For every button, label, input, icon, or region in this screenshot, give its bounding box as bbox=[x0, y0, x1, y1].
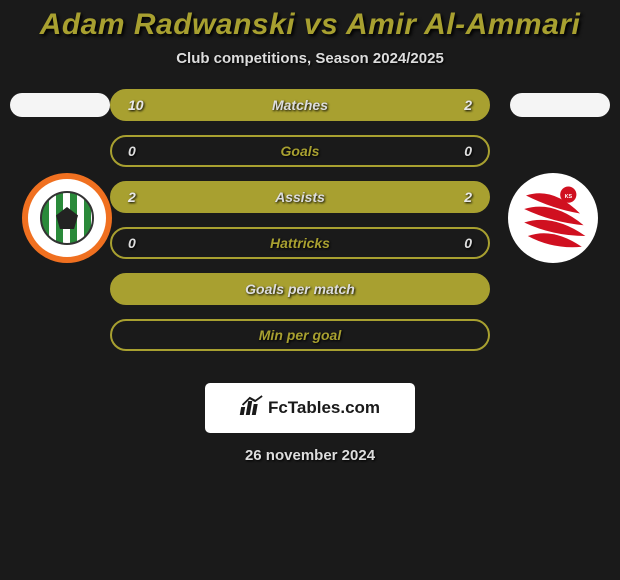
stat-label: Matches bbox=[272, 97, 328, 113]
chart-icon bbox=[238, 395, 265, 421]
stat-label: Min per goal bbox=[259, 327, 341, 343]
player-right-pill bbox=[510, 93, 610, 117]
stat-right-value: 2 bbox=[442, 97, 472, 113]
page-title: Adam Radwanski vs Amir Al-Ammari bbox=[0, 8, 620, 42]
svg-text:KS: KS bbox=[565, 194, 573, 200]
stat-left-value: 2 bbox=[128, 189, 158, 205]
stat-row-matches: 10 Matches 2 bbox=[110, 89, 490, 121]
zaglebie-lubin-badge bbox=[22, 173, 112, 263]
watermark[interactable]: FcTables.com bbox=[205, 383, 415, 433]
stat-left-value: 0 bbox=[128, 235, 158, 251]
stat-row-goals: 0 Goals 0 bbox=[110, 135, 490, 167]
stat-label: Hattricks bbox=[270, 235, 330, 251]
stat-right-value: 2 bbox=[442, 189, 472, 205]
watermark-text: FcTables.com bbox=[268, 398, 380, 418]
stat-right-value: 0 bbox=[442, 235, 472, 251]
stat-left-value: 10 bbox=[128, 97, 158, 113]
stat-row-assists: 2 Assists 2 bbox=[110, 181, 490, 213]
stat-right-value: 0 bbox=[442, 143, 472, 159]
stat-label: Goals per match bbox=[245, 281, 355, 297]
stat-row-hattricks: 0 Hattricks 0 bbox=[110, 227, 490, 259]
stat-label: Goals bbox=[281, 143, 320, 159]
stat-row-min-per-goal: Min per goal bbox=[110, 319, 490, 351]
stat-row-goals-per-match: Goals per match bbox=[110, 273, 490, 305]
stat-left-value: 0 bbox=[128, 143, 158, 159]
zaglebie-lubin-badge-inner bbox=[40, 191, 94, 245]
date-line: 26 november 2024 bbox=[0, 447, 620, 464]
stat-label: Assists bbox=[275, 189, 325, 205]
cracovia-badge-svg: KS bbox=[508, 173, 598, 263]
comparison-area: KS 10 Matches 2 0 Goals 0 2 Assists 2 0 … bbox=[0, 89, 620, 379]
player-left-pill bbox=[10, 93, 110, 117]
cracovia-badge: KS bbox=[508, 173, 598, 263]
page-subtitle: Club competitions, Season 2024/2025 bbox=[0, 50, 620, 67]
stat-rows: 10 Matches 2 0 Goals 0 2 Assists 2 0 Hat… bbox=[110, 89, 490, 365]
